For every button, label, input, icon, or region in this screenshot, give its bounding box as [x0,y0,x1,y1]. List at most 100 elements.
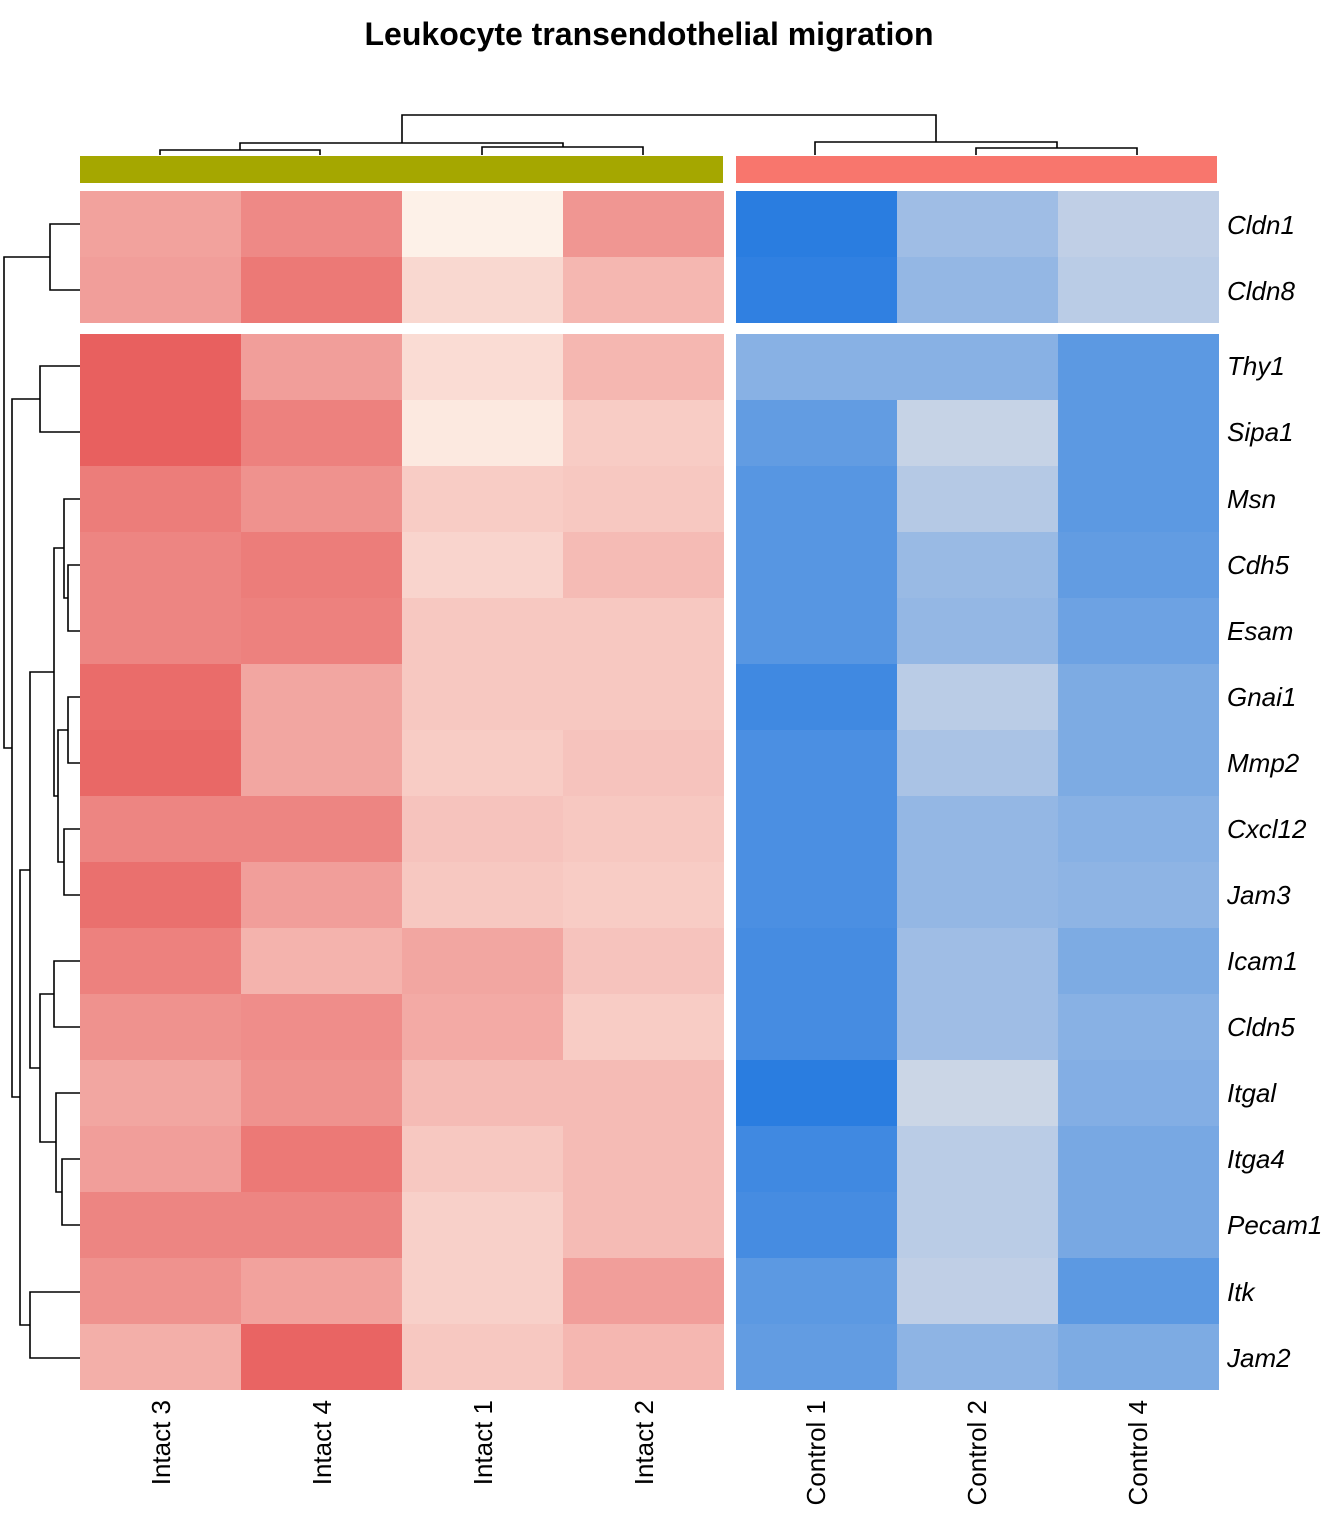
heatmap-cell [736,796,898,863]
column-label: Intact 2 [629,1400,659,1485]
heatmap-cell [80,1126,242,1193]
heatmap-cell [1058,928,1219,995]
column-label: Control 4 [1123,1400,1153,1506]
heatmap-cell [736,1258,898,1325]
column-dendrogram [159,114,1138,155]
heatmap-cell [402,532,564,599]
heatmap-cell [563,862,724,929]
heatmap-cell [80,730,242,797]
heatmap-cell [897,1258,1059,1325]
heatmap-cell [402,994,564,1061]
heatmap-cell [80,1060,242,1127]
heatmap-cell [897,598,1059,665]
heatmap-cell [241,928,403,995]
row-dendrogram [3,223,80,1359]
row-label: Msn [1227,484,1276,514]
heatmap-cell [402,400,564,467]
row-label: Icam1 [1227,946,1298,976]
heatmap-cell [563,664,724,731]
heatmap-cell [1058,1060,1219,1127]
heatmap-cell [736,1060,898,1127]
heatmap-cell [897,532,1059,599]
heatmap-cell [402,1192,564,1259]
heatmap-cell [897,994,1059,1061]
heatmap-cells [80,191,1219,1390]
column-labels: Intact 3 Intact 4 Intact 1 Intact 2 Cont… [146,1400,1153,1506]
heatmap-cell [1058,400,1219,467]
heatmap-cell [736,191,898,258]
heatmap-cell [1058,1258,1219,1325]
row-label: Jam3 [1226,880,1291,910]
heatmap-cell [1058,796,1219,863]
heatmap-cell [241,191,403,258]
heatmap-cell [1058,257,1219,323]
heatmap-cell [736,334,898,401]
heatmap-cell [241,598,403,665]
row-label: Cldn1 [1227,210,1295,240]
heatmap-cell [80,664,242,731]
row-label: Itga4 [1227,1144,1285,1174]
row-label: Pecam1 [1227,1210,1322,1240]
heatmap-cell [80,400,242,467]
heatmap-cell [402,598,564,665]
heatmap-cell [80,532,242,599]
heatmap-cell [736,532,898,599]
heatmap-cell [1058,191,1219,258]
heatmap-cell [80,796,242,863]
heatmap-cell [897,334,1059,401]
heatmap-cell [897,1126,1059,1193]
heatmap-cell [241,257,403,323]
heatmap-cell [736,1126,898,1193]
heatmap-cell [1058,1324,1219,1390]
heatmap-cell [402,664,564,731]
column-label: Control 2 [962,1400,992,1506]
column-label: Intact 3 [146,1400,176,1485]
heatmap-cell [80,598,242,665]
row-label: Mmp2 [1227,748,1300,778]
heatmap-cell [736,928,898,995]
heatmap-cell [1058,532,1219,599]
heatmap-cell [402,862,564,929]
heatmap-cell [897,1324,1059,1390]
heatmap-cell [1058,664,1219,731]
heatmap-cell [80,257,242,323]
heatmap-cell [563,257,724,323]
heatmap-cell [897,191,1059,258]
heatmap-cell [241,1324,403,1390]
heatmap-cell [402,1258,564,1325]
heatmap-cell [736,1324,898,1390]
heatmap-cell [241,1060,403,1127]
heatmap-cell [1058,1126,1219,1193]
heatmap-cell [402,466,564,533]
heatmap-cell [241,730,403,797]
row-label: Cxcl12 [1227,814,1307,844]
heatmap-cell [80,862,242,929]
heatmap-cell [563,1324,724,1390]
heatmap-cell [563,334,724,401]
heatmap-cell [897,796,1059,863]
heatmap-cell [1058,994,1219,1061]
heatmap-cell [563,1060,724,1127]
heatmap-cell [563,598,724,665]
heatmap-cell [402,334,564,401]
heatmap-cell [402,1324,564,1390]
heatmap-cell [736,730,898,797]
heatmap-cell [241,1126,403,1193]
heatmap-cell [563,730,724,797]
heatmap-cell [897,1060,1059,1127]
heatmap-cell [563,532,724,599]
heatmap-cell [897,664,1059,731]
group-bar-intact [80,156,723,183]
heatmap-cell [897,400,1059,467]
heatmap-cell [736,994,898,1061]
heatmap-cell [897,257,1059,323]
row-label: Itgal [1227,1078,1277,1108]
heatmap-cell [80,928,242,995]
row-label: Jam2 [1226,1343,1291,1373]
heatmap-cell [241,994,403,1061]
heatmap-cell [241,664,403,731]
heatmap-cell [736,1192,898,1259]
heatmap-cell [563,466,724,533]
column-label: Intact 4 [307,1400,337,1485]
